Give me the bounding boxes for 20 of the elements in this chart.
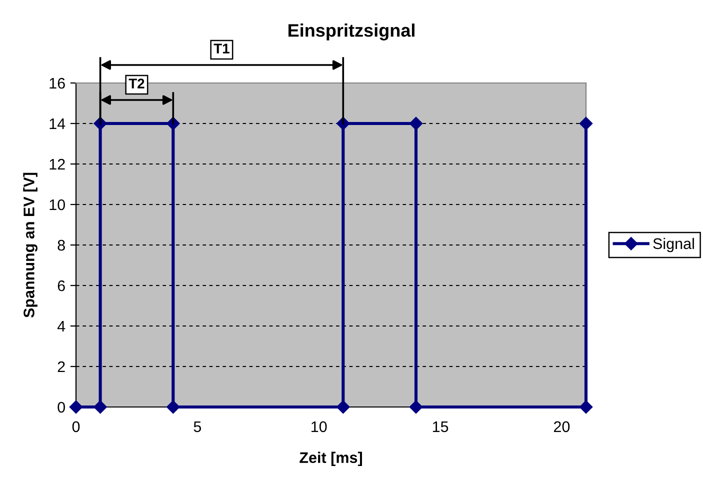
- y-tick-label: 0: [58, 402, 65, 413]
- x-tick-label: 5: [194, 421, 202, 432]
- y-tick-label: 2: [58, 361, 65, 372]
- x-tick-label: 15: [432, 421, 448, 432]
- y-tick-label: 14: [50, 118, 66, 130]
- y-tick-label: 6: [58, 280, 65, 292]
- x-tick-label: 10: [312, 421, 327, 432]
- annotation: T2: [128, 78, 144, 88]
- x-tick-label: 0: [72, 421, 80, 432]
- text: T1: [214, 44, 230, 54]
- x-tick-label: 20: [554, 421, 570, 432]
- legend-label: Signal: [653, 238, 694, 252]
- chart-title: Einspritzsignal: [288, 24, 414, 40]
- x-axis-title: Zeit [ms]: [300, 452, 362, 466]
- y-tick-label: 16: [50, 78, 65, 89]
- y-axis-title: Spannung an EV [V]: [23, 172, 38, 318]
- y-tick-label: 10: [50, 199, 65, 210]
- y-tick-label: 8: [58, 240, 65, 251]
- y-tick-label: 4: [57, 321, 66, 332]
- y-tick-label: 12: [50, 158, 65, 170]
